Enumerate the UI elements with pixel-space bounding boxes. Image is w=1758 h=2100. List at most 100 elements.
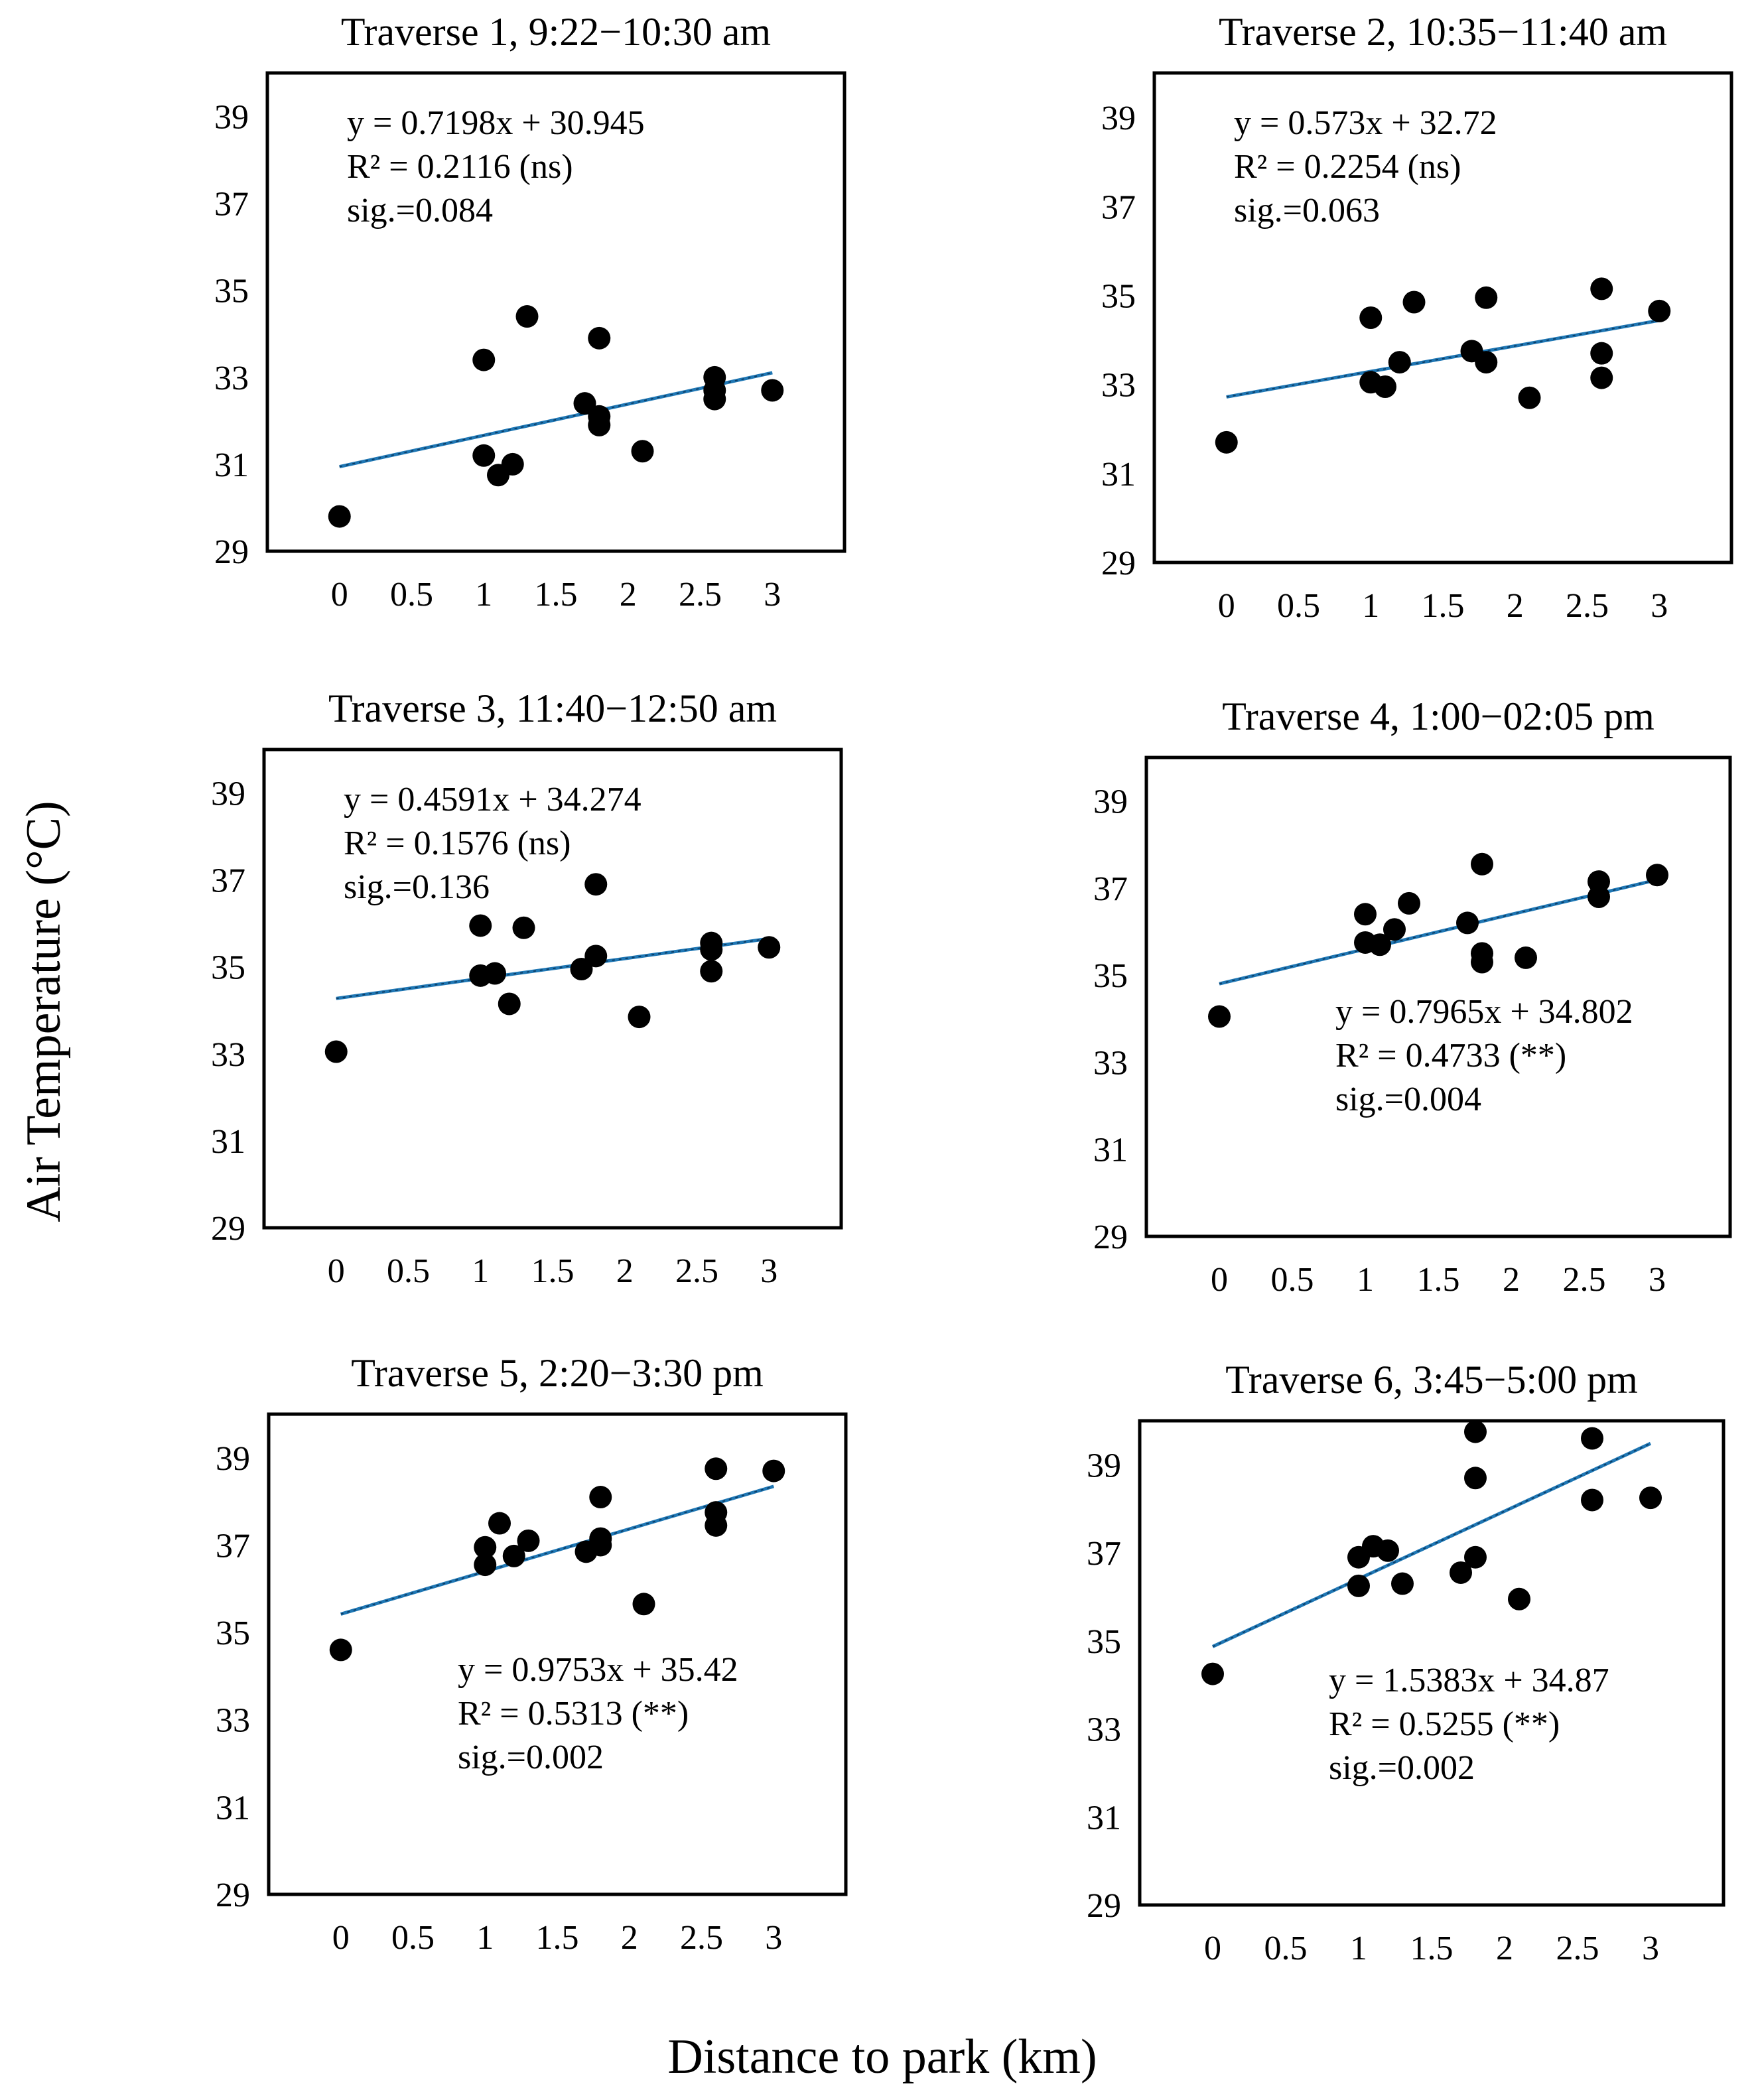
panel-title: Traverse 6, 3:45−5:00 pm — [1225, 1358, 1638, 1402]
y-tick-label: 39 — [216, 1440, 250, 1478]
x-tick-label: 2.5 — [680, 1919, 723, 1957]
x-tick-label: 2 — [620, 576, 637, 614]
data-point — [700, 960, 723, 983]
regression-annotation-line: R² = 0.2116 (ns) — [347, 148, 573, 186]
regression-annotation-line: y = 0.9753x + 35.42 — [458, 1651, 738, 1689]
y-tick-label: 39 — [211, 775, 245, 813]
y-tick-label: 31 — [214, 446, 249, 484]
data-point — [502, 1544, 525, 1567]
data-point — [632, 1593, 655, 1616]
data-point — [1508, 1587, 1530, 1610]
regression-annotation-line: R² = 0.5255 (**) — [1329, 1705, 1560, 1743]
y-tick-label: 39 — [1101, 99, 1136, 137]
data-point — [329, 1638, 352, 1662]
data-point — [517, 1529, 540, 1552]
x-tick-label: 0.5 — [390, 576, 433, 614]
regression-annotation-line: sig.=0.002 — [1329, 1749, 1475, 1787]
x-tick-label: 1 — [476, 1919, 494, 1957]
data-point — [1471, 852, 1493, 876]
data-point — [1354, 903, 1377, 926]
data-point — [631, 440, 654, 463]
data-point — [469, 914, 492, 937]
panel-title: Traverse 5, 2:20−3:30 pm — [351, 1351, 764, 1395]
data-point — [1464, 1467, 1487, 1490]
x-axis-title: Distance to park (km) — [667, 2030, 1097, 2084]
regression-annotation-line: sig.=0.063 — [1234, 192, 1380, 230]
y-tick-label: 37 — [1101, 188, 1136, 226]
regression-annotation-line: y = 0.7965x + 34.802 — [1335, 993, 1633, 1031]
x-tick-label: 2.5 — [1566, 587, 1609, 625]
data-point — [705, 1457, 728, 1480]
data-point — [472, 348, 496, 371]
x-tick-label: 0 — [332, 1919, 350, 1957]
regression-annotation-line: R² = 0.4733 (**) — [1335, 1037, 1566, 1075]
data-point — [1590, 277, 1613, 300]
data-point — [1581, 1427, 1603, 1450]
data-point — [1648, 299, 1671, 322]
x-tick-label: 3 — [1642, 1930, 1659, 1967]
y-tick-label: 37 — [211, 862, 245, 900]
data-point — [584, 873, 608, 896]
x-tick-label: 2 — [621, 1919, 638, 1957]
x-tick-label: 1 — [1362, 587, 1379, 625]
data-point — [705, 1514, 728, 1537]
y-tick-label: 39 — [1093, 783, 1128, 821]
data-point — [474, 1553, 497, 1577]
data-point — [1646, 864, 1668, 887]
y-tick-label: 37 — [216, 1527, 250, 1565]
x-tick-label: 3 — [764, 576, 781, 614]
data-point — [1208, 1005, 1231, 1028]
trend-line-dots — [1219, 879, 1658, 985]
plot-frame — [262, 748, 843, 1230]
panel-title: Traverse 4, 1:00−02:05 pm — [1222, 694, 1655, 738]
regression-annotation-line: sig.=0.084 — [347, 192, 493, 230]
x-tick-label: 0.5 — [387, 1252, 430, 1290]
data-point — [584, 945, 608, 968]
plot-frame — [1144, 755, 1732, 1238]
data-point — [1383, 918, 1406, 941]
data-point — [1475, 351, 1498, 374]
x-tick-label: 2.5 — [1556, 1930, 1599, 1967]
data-point — [1518, 386, 1541, 409]
y-tick-label: 33 — [214, 360, 249, 397]
y-tick-label: 29 — [1087, 1887, 1121, 1925]
y-tick-label: 39 — [214, 99, 249, 137]
regression-annotation-line: y = 0.573x + 32.72 — [1234, 104, 1497, 142]
x-tick-label: 1.5 — [1417, 1261, 1460, 1299]
data-point — [1388, 351, 1411, 374]
data-point — [515, 305, 539, 328]
y-tick-label: 35 — [1101, 277, 1136, 315]
panel-title: Traverse 3, 11:40−12:50 am — [328, 687, 777, 730]
data-point — [1590, 366, 1613, 389]
data-point — [700, 938, 723, 961]
trend-line — [336, 937, 770, 1000]
data-point — [1515, 946, 1537, 969]
data-point — [1590, 342, 1613, 365]
y-tick-label: 29 — [214, 533, 249, 571]
x-tick-label: 0 — [1218, 587, 1235, 625]
x-tick-label: 3 — [765, 1919, 782, 1957]
x-tick-label: 0.5 — [1264, 1930, 1308, 1967]
x-tick-label: 3 — [1651, 587, 1668, 625]
y-tick-label: 37 — [214, 186, 249, 224]
data-point — [1201, 1662, 1224, 1685]
y-tick-label: 35 — [1087, 1623, 1121, 1661]
x-tick-label: 2 — [1503, 1261, 1520, 1299]
y-tick-label: 37 — [1093, 870, 1128, 908]
x-tick-label: 1.5 — [536, 1919, 579, 1957]
data-point — [589, 1534, 612, 1557]
x-tick-label: 1 — [475, 576, 492, 614]
y-tick-label: 35 — [211, 949, 245, 987]
data-point — [588, 413, 611, 436]
y-tick-label: 35 — [214, 273, 249, 310]
x-tick-label: 1.5 — [535, 576, 578, 614]
regression-annotation-line: y = 0.4591x + 34.274 — [344, 781, 642, 819]
regression-annotation-line: sig.=0.004 — [1335, 1081, 1481, 1118]
plot-frame — [1138, 1419, 1725, 1907]
x-tick-label: 0.5 — [1271, 1261, 1314, 1299]
